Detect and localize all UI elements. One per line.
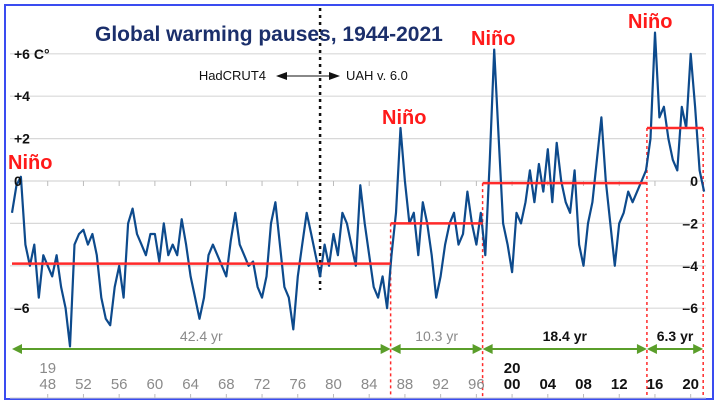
x-tick-label: 12 [611,376,628,393]
y-tick-label-left: +2 [14,131,30,147]
duration-label: 18.4 yr [543,328,588,344]
x-axis-labels: 48 52 56 60 64 68 72 76 80 84 88 92 96 00 04 08 12 16 20 19… [39,360,699,393]
duration-label: 42.4 yr [180,328,223,344]
y-tick-label-left: +4 [14,88,30,104]
arrow-head-left [12,344,22,354]
chart-title: Global warming pauses, 1944-2021 [95,23,443,46]
right-source-label: UAH v. 6.0 [346,68,408,83]
x-tick-label: 96 [468,376,485,393]
nino-label-2: Niño [382,107,426,129]
gridlines [10,53,706,398]
x-tick-label: 56 [111,376,128,393]
pause-duration-arrows: 42.4 yr 10.3 yr 18.4 yr 6.3 yr [12,328,704,354]
x-tick-label: 52 [75,376,92,393]
y-tick-label-left: +6 C° [14,46,50,62]
y-tick-label-right: –6 [682,300,698,316]
temperature-series-line [10,31,706,348]
x-tick-label: 80 [325,376,342,393]
x-tick-label: 60 [147,376,164,393]
arrow-head-right [636,344,647,354]
arrow-head-right [380,344,391,354]
x-tick-label: 68 [218,376,235,393]
x-tick-label: 48 [39,376,56,393]
x-tick-label: 08 [575,376,592,393]
y-tick-label-right: –2 [682,215,698,231]
duration-label: 6.3 yr [657,328,694,344]
y-tick-label-right: –4 [682,258,698,274]
duration-label: 10.3 yr [415,328,458,344]
x-tick-label: 16 [647,376,664,393]
pause-level-lines [12,126,704,265]
century-label: 19 [39,360,56,377]
nino-label-1: Niño [8,152,52,174]
x-tick-label: 04 [539,376,556,393]
century-label: 20 [504,360,521,377]
source-arrow [276,72,340,80]
x-tick-label: 76 [289,376,306,393]
pause-boundaries [389,128,704,398]
x-tick-label: 00 [504,376,521,393]
x-tick-label: 20 [682,376,699,393]
y-tick-label-right: 0 [690,173,698,189]
y-tick-label-left: –6 [14,300,30,316]
arrow-head-right [472,344,483,354]
x-tick-label: 88 [397,376,414,393]
y-axis-labels: +6 C° +4 +2 0 –6 0 –2 –4 –6 [14,46,698,316]
arrow-head-left [482,344,493,354]
left-source-label: HadCRUT4 [199,68,266,83]
arrow-head-right [693,344,704,354]
chart-frame [4,4,714,400]
x-tick-label: 84 [361,376,378,393]
x-tick-label: 72 [254,376,271,393]
nino-label-3: Niño [471,28,515,50]
x-tick-label: 64 [182,376,199,393]
x-tick-label: 92 [432,376,449,393]
arrow-head-left [390,344,401,354]
y-tick-label-left: 0 [14,173,22,189]
arrow-head-left [646,344,657,354]
nino-label-4: Niño [628,11,672,33]
